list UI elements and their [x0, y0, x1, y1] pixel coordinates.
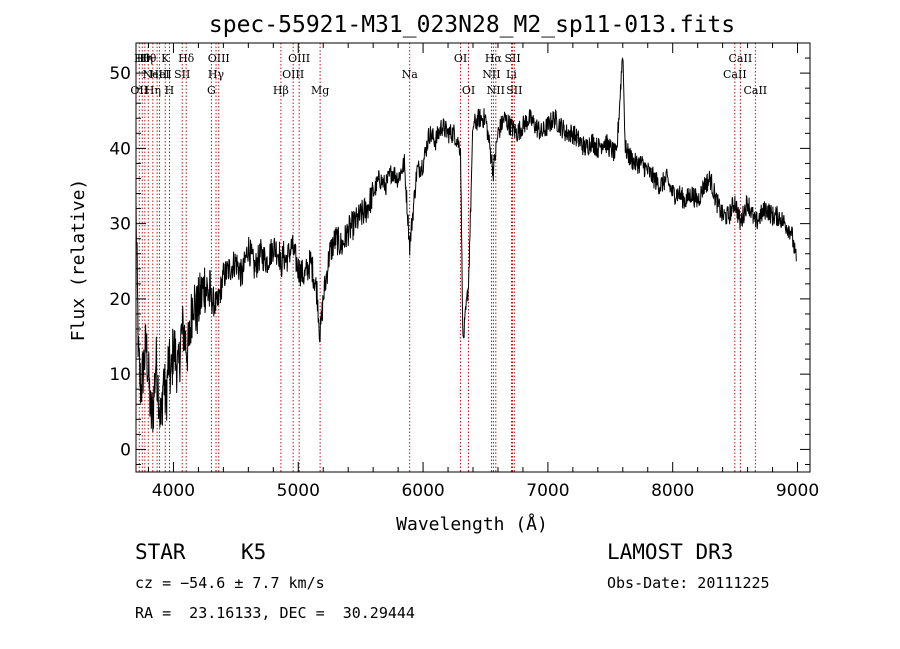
- series-flux: [136, 57, 797, 433]
- sky-coordinates: RA = 23.16133, DEC = 30.29444: [135, 604, 415, 622]
- line-label-12: Hγ: [208, 68, 225, 81]
- axis-tick-labels: 4000 5000 6000 7000 8000 9000 0 10 20 30 40 50: [109, 64, 819, 501]
- line-label-25: SII: [504, 52, 520, 65]
- x-tick-label: 5000: [277, 481, 320, 501]
- line-label-22: Hα: [485, 52, 503, 65]
- line-label-26: SII: [506, 84, 522, 97]
- line-label-18: Na: [402, 68, 419, 81]
- line-label-8: H: [165, 84, 175, 97]
- line-label-17: Mg: [311, 84, 329, 97]
- y-tick-label: 30: [109, 215, 131, 235]
- redshift-velocity: cz = −54.6 ± 7.7 km/s: [135, 574, 325, 592]
- line-label-14: Hβ: [273, 84, 289, 97]
- y-tick-label: 20: [109, 290, 131, 310]
- line-label-0: OII: [130, 84, 148, 97]
- line-label-28: CaII: [729, 52, 753, 65]
- y-tick-label: 40: [109, 139, 131, 159]
- line-label-16: OIII: [288, 52, 310, 65]
- spectral-line-labels: OIIHθHηHθHηNeIIIHeIKHSIIHδGHγOIIIHβOIIIO…: [130, 52, 767, 97]
- line-label-15: OIII: [282, 68, 304, 81]
- line-label-2: Hη: [137, 52, 153, 65]
- line-label-6: HeI: [149, 68, 169, 81]
- line-label-5: NeIII: [143, 68, 172, 81]
- line-label-13: OIII: [208, 52, 230, 65]
- spectral-line-markers: [138, 43, 756, 472]
- line-label-29: CaII: [743, 84, 767, 97]
- series-layer: [136, 57, 797, 433]
- line-label-4: Hη: [145, 84, 161, 97]
- chart-title: spec-55921-M31_023N28_M2_sp11-013.fits: [209, 12, 735, 38]
- y-tick-label: 0: [120, 440, 131, 460]
- y-axis-label: Flux (relative): [68, 179, 89, 342]
- line-label-24: Li: [506, 68, 517, 81]
- line-label-20: OI: [462, 84, 475, 97]
- x-tick-label: 9000: [776, 481, 819, 501]
- line-label-11: G: [207, 84, 216, 97]
- y-tick-label: 10: [109, 365, 131, 385]
- line-label-21: NII: [482, 68, 500, 81]
- object-class: STAR: [135, 540, 186, 564]
- x-tick-label: 4000: [152, 481, 195, 501]
- axis-ticks: [136, 42, 810, 472]
- line-label-19: OI: [454, 52, 467, 65]
- x-axis-label: Wavelength (Å): [396, 513, 548, 535]
- y-tick-label: 50: [109, 64, 131, 84]
- line-label-7: K: [161, 52, 170, 65]
- line-label-1: Hθ: [134, 52, 151, 65]
- line-label-27: CaII: [723, 68, 747, 81]
- line-label-3: Hθ: [140, 52, 157, 65]
- x-tick-label: 7000: [526, 481, 569, 501]
- survey-name: LAMOST DR3: [607, 540, 734, 564]
- observation-date: Obs-Date: 20111225: [607, 574, 770, 592]
- x-tick-label: 6000: [401, 481, 444, 501]
- object-subclass: K5: [241, 540, 267, 564]
- x-tick-label: 8000: [651, 481, 694, 501]
- line-label-9: SII: [174, 68, 190, 81]
- line-label-23: NII: [487, 84, 505, 97]
- line-label-10: Hδ: [178, 52, 195, 65]
